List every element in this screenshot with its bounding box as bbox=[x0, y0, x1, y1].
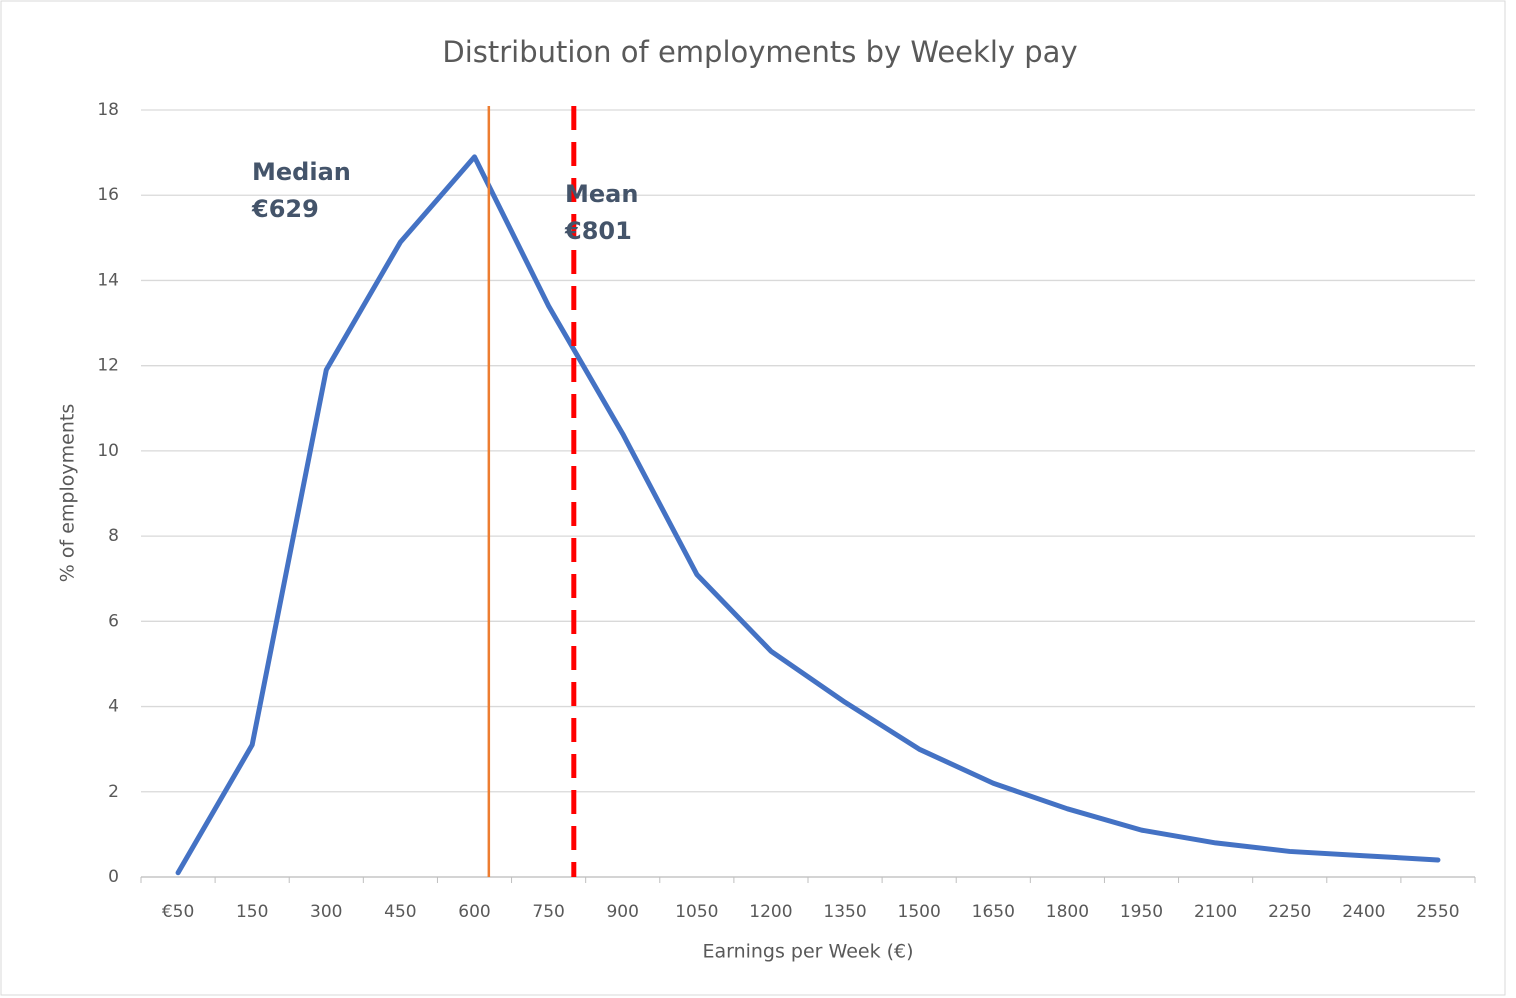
x-tick-label: 750 bbox=[532, 902, 564, 922]
y-tick-label: 18 bbox=[97, 100, 119, 120]
x-tick-label: 2100 bbox=[1194, 902, 1237, 922]
x-tick-label: 1500 bbox=[898, 902, 941, 922]
x-tick-label: 1200 bbox=[749, 902, 792, 922]
y-tick-label: 6 bbox=[108, 611, 119, 631]
x-tick-label: €50 bbox=[162, 902, 194, 922]
y-tick-label: 12 bbox=[97, 356, 119, 376]
x-tick-label: 1050 bbox=[675, 902, 718, 922]
y-tick-label: 0 bbox=[108, 867, 119, 887]
x-tick-label: 300 bbox=[310, 902, 342, 922]
x-tick-label: 600 bbox=[458, 902, 490, 922]
y-tick-label: 16 bbox=[97, 185, 119, 205]
x-tick-label: 150 bbox=[236, 902, 268, 922]
x-tick-label: 1800 bbox=[1046, 902, 1089, 922]
x-tick-label: 1950 bbox=[1120, 902, 1163, 922]
annotation-value: €801 bbox=[564, 217, 632, 245]
data-line bbox=[175, 154, 1441, 876]
x-tick-label: 2250 bbox=[1268, 902, 1311, 922]
annotation-value: €629 bbox=[251, 195, 319, 223]
chart-title: Distribution of employments by Weekly pa… bbox=[442, 35, 1077, 69]
x-tick-label: 2400 bbox=[1342, 902, 1385, 922]
x-tick-label: 450 bbox=[384, 902, 416, 922]
x-axis-title: Earnings per Week (€) bbox=[702, 941, 913, 963]
annotation-label: Mean bbox=[565, 180, 638, 208]
x-tick-label: 900 bbox=[606, 902, 638, 922]
x-tick-label: 2550 bbox=[1416, 902, 1459, 922]
y-tick-label: 10 bbox=[97, 441, 119, 461]
x-tick-label: 1650 bbox=[972, 902, 1015, 922]
x-tick-label: 1350 bbox=[823, 902, 866, 922]
annotation-label: Median bbox=[252, 158, 351, 186]
y-tick-label: 8 bbox=[108, 526, 119, 546]
y-axis-title: % of employments bbox=[57, 404, 79, 582]
y-tick-label: 2 bbox=[108, 782, 119, 802]
y-tick-label: 4 bbox=[108, 697, 119, 717]
y-tick-label: 14 bbox=[97, 270, 119, 290]
